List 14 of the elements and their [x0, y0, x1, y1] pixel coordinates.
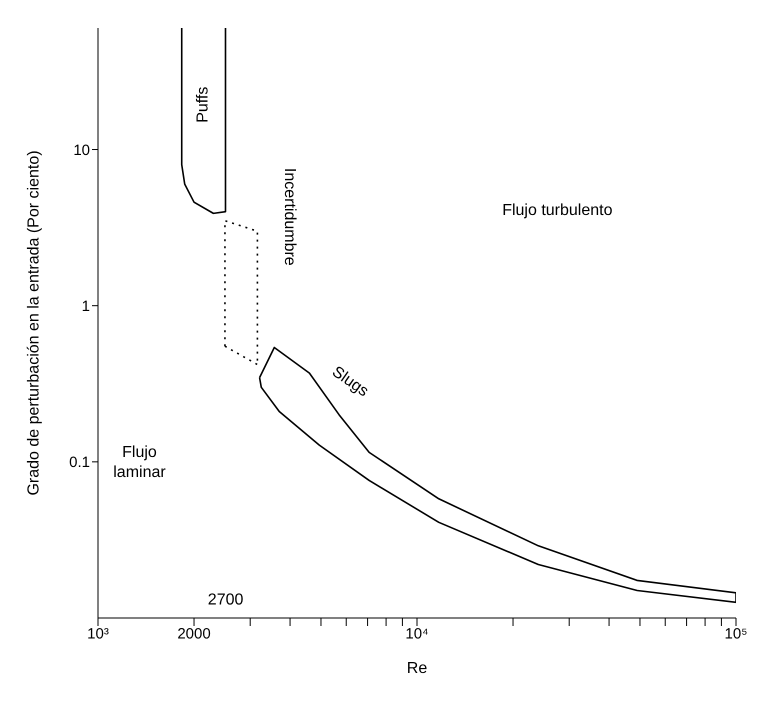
y-axis-title: Grado de perturbación en la entrada (Por ciento)	[26, 150, 43, 496]
x-tick-label: 10⁴	[405, 626, 429, 643]
x-tick-label: 10⁵	[724, 626, 748, 643]
annotation: Flujo turbulento	[502, 202, 613, 220]
annotation: Incertidumbre	[281, 168, 298, 266]
x-tick-label: 2000	[177, 626, 211, 643]
annotation: Puffs	[194, 86, 212, 123]
annotation: 2700	[208, 592, 244, 609]
y-tick-label: 1	[82, 298, 90, 316]
y-tick-label: 10	[73, 142, 90, 159]
x-axis-title: Re	[406, 660, 428, 677]
y-tick-label: 0.1	[69, 454, 90, 472]
x-tick-label: 10³	[87, 626, 109, 643]
annotation: Flujo laminar	[113, 444, 166, 482]
